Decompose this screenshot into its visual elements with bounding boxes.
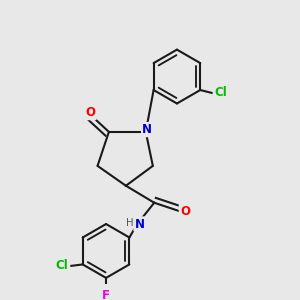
Text: N: N bbox=[134, 218, 145, 230]
Text: N: N bbox=[142, 123, 152, 136]
Text: F: F bbox=[102, 289, 110, 300]
Text: O: O bbox=[85, 106, 95, 119]
Text: H: H bbox=[126, 218, 134, 228]
Text: Cl: Cl bbox=[214, 86, 227, 99]
Text: O: O bbox=[180, 205, 190, 218]
Text: Cl: Cl bbox=[56, 259, 68, 272]
